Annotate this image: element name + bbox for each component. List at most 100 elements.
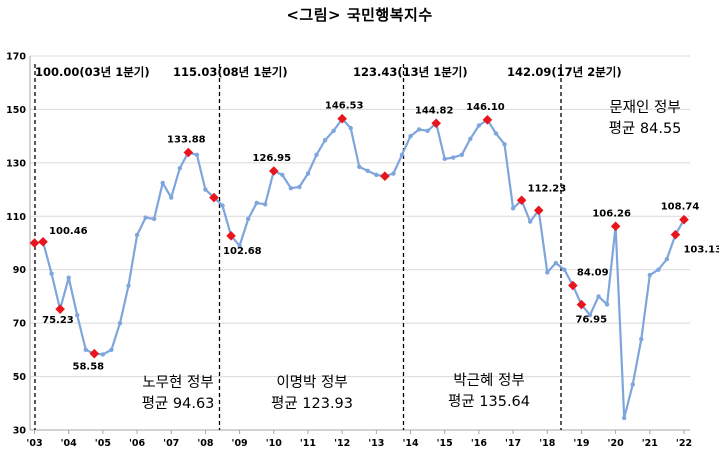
data-point: [468, 136, 473, 142]
data-point: [493, 131, 499, 136]
data-point: [109, 347, 114, 353]
data-label: 144.82: [415, 105, 454, 116]
data-point: [280, 172, 285, 178]
highlight-marker: [533, 205, 544, 216]
x-tick-label: '09: [232, 438, 248, 449]
divider-annotation: 115.03(08년 1분기): [173, 65, 288, 79]
data-point: [365, 168, 370, 174]
y-tick-label: 150: [6, 105, 26, 116]
data-point: [100, 352, 106, 357]
data-point: [630, 382, 635, 387]
data-point: [134, 232, 140, 238]
label-layer: 100.00(03년 1분기) 115.03(08년 1분기) 123.43(13년…: [35, 65, 719, 412]
highlight-marker: [209, 192, 219, 203]
data-point: [49, 271, 54, 276]
y-tick-label: 110: [6, 212, 26, 223]
data-label: 112.23: [528, 183, 567, 194]
government-name: 노무현 정부: [142, 374, 213, 391]
y-tick-label: 90: [13, 265, 27, 276]
highlight-marker: [576, 299, 587, 310]
data-point: [476, 123, 482, 128]
highlight-marker: [337, 113, 347, 124]
highlight-marker: [482, 115, 493, 125]
data-point: [596, 294, 601, 299]
data-point: [639, 336, 644, 342]
data-point: [451, 155, 456, 160]
data-point: [374, 172, 379, 178]
data-label: 103.13: [683, 245, 719, 256]
x-tick-label: '06: [129, 438, 146, 449]
highlight-marker: [183, 147, 194, 158]
data-point: [322, 137, 328, 143]
highlight-marker: [89, 348, 100, 359]
data-label: 108.74: [661, 202, 700, 213]
highlight-marker: [568, 280, 578, 291]
x-tick-label: '16: [471, 438, 488, 449]
data-label: 102.68: [223, 246, 262, 257]
data-label: 133.88: [167, 134, 206, 145]
data-point: [297, 184, 302, 190]
y-tick-label: 170: [6, 52, 26, 63]
data-point: [545, 270, 550, 275]
highlight-marker: [38, 236, 48, 247]
highlight-marker: [610, 221, 621, 232]
x-tick-label: '07: [163, 438, 179, 449]
data-point: [143, 215, 148, 220]
x-tick-label: '08: [197, 438, 214, 449]
data-point: [83, 347, 88, 353]
data-point: [245, 216, 251, 222]
data-point: [664, 256, 670, 262]
y-tick-label: 30: [13, 426, 27, 437]
data-point: [237, 243, 242, 248]
x-tick-label: '20: [608, 438, 625, 449]
data-point: [399, 152, 405, 158]
highlight-marker: [516, 195, 527, 206]
data-point: [621, 415, 627, 421]
data-point: [169, 195, 174, 200]
data-point: [416, 127, 422, 132]
data-point: [314, 152, 319, 158]
data-point: [408, 133, 413, 139]
data-point: [160, 180, 165, 186]
government-average: 평균 123.93: [271, 395, 353, 412]
data-point: [357, 164, 362, 170]
data-point: [203, 187, 208, 192]
x-tick-label: '21: [642, 438, 658, 449]
data-point: [502, 141, 507, 147]
x-tick-label: '14: [402, 438, 419, 449]
data-point: [126, 283, 131, 288]
government-average: 평균 135.64: [448, 393, 530, 410]
divider-annotation: 123.43(13년 1분기): [353, 65, 468, 79]
data-point: [391, 171, 396, 176]
data-point: [348, 125, 353, 131]
data-label: 58.58: [73, 362, 105, 373]
data-label: 76.95: [575, 315, 607, 326]
data-point: [459, 152, 465, 158]
x-tick-label: '03: [26, 438, 42, 449]
divider-annotation: 100.00(03년 1분기): [35, 65, 150, 79]
x-tick-label: '04: [61, 438, 78, 449]
government-name: 이명박 정부: [276, 374, 347, 391]
axis-layer: 30 50 70 90 110 130 150 170 '03 '04 '05 '06 '07 '08 '0…: [6, 52, 692, 450]
data-point: [305, 171, 311, 176]
data-point: [151, 216, 157, 222]
x-tick-label: '15: [437, 438, 453, 449]
y-tick-label: 50: [13, 372, 27, 383]
x-tick-label: '22: [676, 438, 692, 449]
grid-layer: [30, 55, 690, 431]
data-point: [263, 202, 268, 207]
highlight-marker: [380, 171, 390, 182]
x-tick-label: '17: [505, 438, 521, 449]
government-name: 문재인 정부: [609, 99, 680, 116]
data-point: [75, 312, 80, 318]
x-tick-label: '05: [95, 438, 111, 449]
data-label: 106.26: [592, 208, 631, 219]
data-point: [553, 260, 559, 266]
data-label: 84.09: [577, 268, 609, 279]
x-tick-label: '13: [368, 438, 384, 449]
divider-annotation: 142.09(17년 2분기): [507, 65, 622, 79]
data-point: [220, 203, 225, 208]
x-tick-label: '10: [266, 438, 283, 449]
data-point: [66, 275, 71, 280]
